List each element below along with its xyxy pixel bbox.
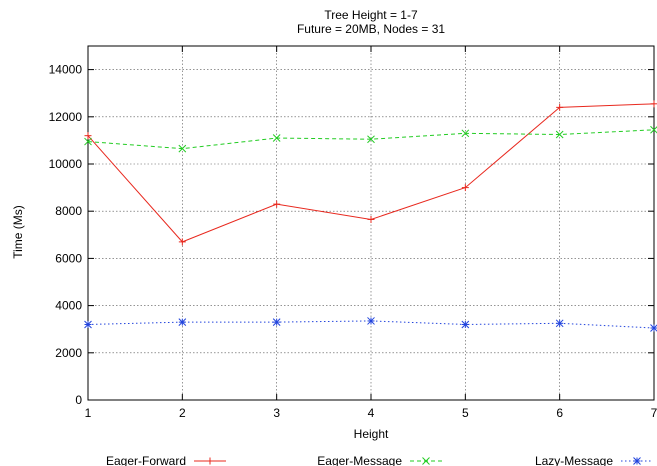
- y-tick-label: 2000: [55, 346, 82, 360]
- x-tick-label: 2: [179, 406, 186, 420]
- data-point: [556, 103, 564, 111]
- data-point: [633, 457, 641, 465]
- series-group: [84, 100, 657, 332]
- legend: Eager-Forward Eager-Message Lazy-Message: [106, 454, 653, 466]
- data-point: [367, 317, 375, 325]
- data-point: [273, 200, 281, 208]
- data-point: [367, 135, 375, 144]
- data-point: [272, 318, 281, 326]
- data-point: [367, 215, 375, 223]
- data-point: [178, 318, 187, 326]
- chart-title: Tree Height = 1-7: [324, 8, 418, 22]
- data-point: [650, 324, 657, 332]
- data-point: [422, 457, 430, 465]
- y-tick-label: 0: [75, 393, 82, 407]
- data-point: [206, 457, 214, 465]
- data-point: [555, 319, 564, 328]
- x-tick-label: 7: [651, 406, 657, 420]
- axis-ticks: 0 2000 4000 6000 8000 10000 12000 14000 1 2 3 4 5 6 7: [49, 46, 657, 420]
- data-point: [461, 184, 469, 192]
- y-tick-label: 14000: [49, 63, 83, 77]
- data-point: [178, 238, 186, 246]
- plot-frame: [87, 45, 655, 401]
- legend-label: Eager-Message: [317, 454, 402, 466]
- data-point: [461, 129, 470, 138]
- y-tick-label: 10000: [49, 157, 83, 171]
- data-point: [84, 132, 92, 140]
- data-point: [650, 100, 657, 108]
- data-point: [555, 130, 564, 139]
- y-axis-label: Time (Ms): [11, 205, 25, 259]
- data-point: [178, 144, 187, 153]
- grid-lines: [88, 46, 654, 400]
- chart-subtitle: Future = 20MB, Nodes = 31: [297, 22, 445, 36]
- y-tick-label: 12000: [49, 110, 83, 124]
- y-tick-label: 4000: [55, 299, 82, 313]
- x-tick-label: 3: [273, 406, 280, 420]
- data-point: [84, 137, 92, 146]
- legend-label: Eager-Forward: [106, 454, 186, 466]
- y-tick-label: 6000: [55, 251, 82, 265]
- x-tick-label: 4: [368, 406, 375, 420]
- data-point: [84, 320, 92, 329]
- data-point: [272, 134, 281, 142]
- data-point: [461, 320, 470, 329]
- x-axis-label: Height: [354, 427, 389, 441]
- x-tick-label: 1: [85, 406, 92, 420]
- data-point: [650, 125, 657, 134]
- legend-label: Lazy-Message: [535, 454, 613, 466]
- y-tick-label: 8000: [55, 204, 82, 218]
- x-tick-label: 5: [462, 406, 469, 420]
- x-tick-label: 6: [556, 406, 563, 420]
